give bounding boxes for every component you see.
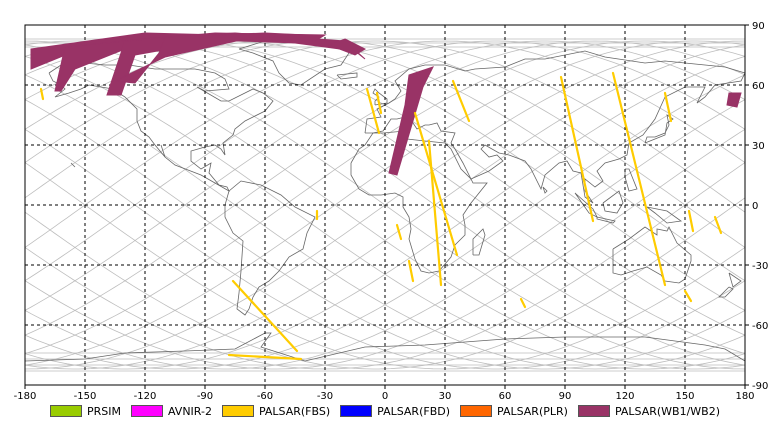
legend-label: PALSAR(PLR): [497, 404, 568, 418]
fbs-swath: [375, 91, 383, 115]
coastline: [644, 114, 674, 144]
legend-swatch: [221, 405, 254, 417]
lat-lon-grid: [25, 25, 745, 385]
y-tick-label: 60: [752, 81, 765, 92]
legend-swatch: [130, 405, 163, 417]
y-tick-label: -60: [752, 321, 768, 332]
coastline: [646, 206, 683, 224]
y-tick-label: -30: [752, 261, 768, 272]
fbs-swath: [427, 139, 443, 287]
coastline: [224, 180, 316, 316]
fbs-swath: [227, 353, 303, 361]
wb-swath: [726, 92, 742, 108]
y-tick-label: 90: [752, 21, 765, 32]
y-tick-labels: 90 60 30 0 -30 -60 -90: [745, 21, 768, 392]
fbs-swath: [407, 259, 415, 283]
fbs-swath: [39, 87, 45, 101]
palsar-fbs-swaths: [39, 71, 723, 361]
fbs-swath: [365, 87, 381, 135]
legend-item: AVNIR-2: [130, 404, 212, 418]
fbs-swath: [683, 289, 693, 303]
orbit-track: [24, 40, 746, 366]
coastline: [472, 228, 486, 256]
x-tick-label: -60: [257, 391, 273, 402]
fbs-swath: [231, 279, 299, 353]
y-tick-label: -90: [752, 381, 768, 392]
legend-item: PALSAR(WB1/WB2): [577, 404, 721, 418]
coastline: [70, 162, 76, 168]
x-tick-label: 30: [439, 391, 452, 402]
fbs-swath: [713, 215, 723, 235]
fbs-swath: [413, 111, 459, 257]
coastlines: [24, 38, 746, 362]
x-tick-label: 0: [382, 391, 388, 402]
x-tick-label: -30: [317, 391, 333, 402]
coastline: [48, 62, 274, 193]
fbs-swath: [395, 223, 403, 241]
legend-swatch: [577, 405, 610, 417]
fbs-swath: [451, 79, 471, 123]
wb-swath: [113, 32, 306, 84]
x-tick-label: 150: [675, 391, 694, 402]
x-tick-label: 90: [559, 391, 572, 402]
fbs-swath: [611, 71, 667, 287]
legend-label: PALSAR(FBD): [377, 404, 451, 418]
coastline: [372, 88, 388, 106]
fbs-swath: [687, 209, 695, 233]
orbit-track: [24, 40, 746, 213]
y-tick-label: 0: [752, 201, 758, 212]
legend-swatch: [460, 405, 493, 417]
palsar-wb-swaths: [30, 32, 742, 176]
orbit-track: [24, 40, 746, 366]
legend-item: PALSAR(FBD): [340, 405, 450, 418]
x-tick-label: 60: [499, 391, 512, 402]
legend-item: PRSIM: [49, 404, 121, 418]
legend-label: PALSAR(WB1/WB2): [614, 404, 721, 418]
coastline: [336, 72, 358, 80]
coastline: [612, 226, 692, 284]
wb-swath: [388, 66, 434, 176]
coastline: [542, 186, 548, 194]
x-tick-labels: -180 -150 -120 -90 -60 -30 0 30 60 90 120 150 180: [14, 385, 755, 402]
legend-label: PRSIM: [86, 404, 121, 418]
legend-item: PALSAR(FBS): [221, 404, 331, 418]
coastline: [718, 286, 734, 298]
coastline: [364, 50, 746, 204]
coastline: [602, 190, 624, 214]
y-tick-label: 30: [752, 141, 765, 152]
fbs-swath: [559, 75, 595, 223]
wb-swath: [327, 38, 367, 56]
x-tick-label: -180: [14, 391, 37, 402]
legend-label: PALSAR(FBS): [258, 404, 331, 418]
legend: PRSIM AVNIR-2 PALSAR(FBS) PALSAR(FBD) PALSAR…: [0, 400, 770, 422]
coastline: [24, 332, 746, 362]
x-tick-label: -90: [197, 391, 213, 402]
legend-swatch: [49, 405, 82, 417]
legend-item: PALSAR(PLR): [460, 405, 568, 418]
x-tick-label: 120: [615, 391, 634, 402]
legend-swatch: [340, 405, 373, 417]
x-tick-label: 180: [735, 391, 754, 402]
coastline: [596, 216, 616, 224]
fbs-swath: [663, 91, 673, 123]
x-tick-label: -150: [74, 391, 97, 402]
legend-label: AVNIR-2: [167, 404, 212, 418]
x-tick-label: -120: [134, 391, 157, 402]
fbs-swath: [519, 297, 527, 309]
coastline: [728, 272, 742, 288]
wb-swath: [30, 32, 298, 70]
